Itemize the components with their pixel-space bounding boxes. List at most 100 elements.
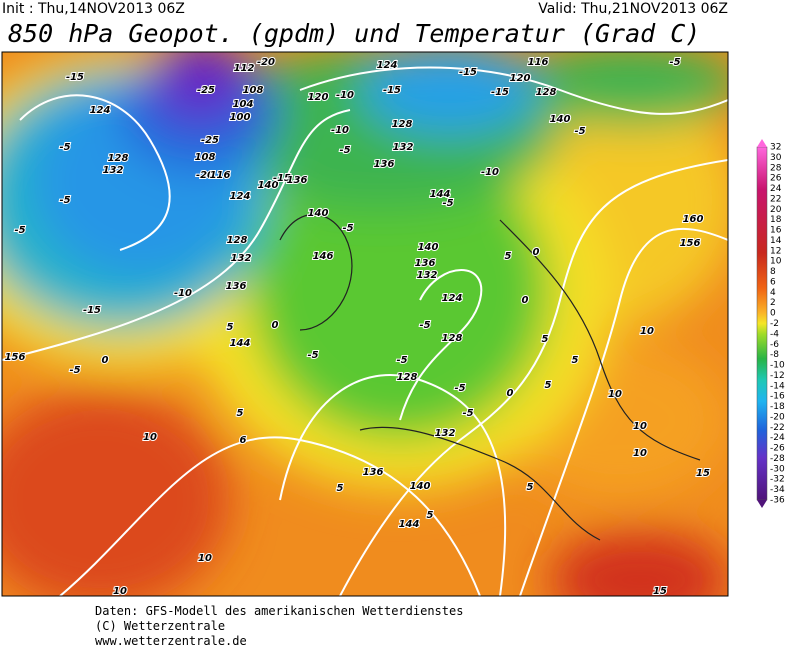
map-frame	[1, 51, 729, 597]
contour-label: 124	[90, 105, 111, 116]
contour-label: 128	[108, 153, 129, 164]
contour-label: -5	[396, 355, 407, 366]
colorbar-label: -2	[770, 319, 779, 329]
contour-label: 124	[230, 191, 251, 202]
contour-label: 132	[231, 253, 252, 264]
footer-line: (C) Wetterzentrale	[95, 619, 225, 633]
contour-lines	[2, 66, 728, 596]
contour-label: 140	[418, 242, 439, 253]
colorbar-label: 12	[770, 246, 781, 256]
contour-label: -15	[459, 67, 477, 78]
contour-label: 5	[237, 408, 244, 419]
contour-label: 10	[113, 586, 127, 597]
contour-label: 5	[527, 482, 534, 493]
colorbar-label: 24	[770, 184, 782, 194]
contour-label: 120	[510, 73, 531, 84]
contour-label: 132	[435, 428, 456, 439]
colorbar-label: 10	[770, 257, 782, 267]
contour-label: 0	[272, 320, 279, 331]
valid-time: Valid: Thu,21NOV2013 06Z	[538, 1, 728, 17]
contour-label: -5	[574, 126, 585, 137]
contour-label: -10	[331, 125, 349, 136]
colorbar-label: -12	[770, 371, 785, 381]
colorbar-label: -24	[770, 433, 785, 443]
contour-label: -5	[69, 365, 80, 376]
contour-label: 10	[633, 448, 647, 459]
contour-label: -10	[336, 90, 354, 101]
colorbar-bottom-arrow	[757, 500, 767, 508]
contour-label: 140	[550, 114, 571, 125]
contour-label: 128	[442, 333, 463, 344]
colorbar-label: 6	[770, 277, 776, 287]
colorbar-label: 32	[770, 143, 781, 153]
contour-label: 124	[442, 293, 463, 304]
contour-label: 144	[399, 519, 420, 530]
contour-label: 6	[240, 435, 247, 446]
colorbar-label: -18	[770, 402, 785, 412]
colorbar-label: -34	[770, 485, 785, 495]
colorbar-label: -28	[770, 454, 785, 464]
colorbar-label: 28	[770, 163, 782, 173]
contour-label: -5	[307, 350, 318, 361]
colorbar-label: 0	[770, 309, 776, 319]
contour-label: -5	[59, 142, 70, 153]
contour-label: 10	[633, 421, 647, 432]
colorbar-label: -32	[770, 475, 785, 485]
colorbar-label: -4	[770, 329, 779, 339]
init-time: Init : Thu,14NOV2013 06Z	[2, 1, 185, 17]
contour-label: 15	[696, 468, 710, 479]
contour-label: -15	[66, 72, 84, 83]
contour-label: -5	[419, 320, 430, 331]
contour-label: -5	[342, 223, 353, 234]
colorbar-label: 16	[770, 226, 782, 236]
contour-label: -10	[174, 288, 192, 299]
colorbar-label: 26	[770, 174, 782, 184]
contour-label: 0	[533, 247, 540, 258]
colorbar-label: -30	[770, 464, 785, 474]
contour-label: 5	[337, 483, 344, 494]
map-field: -15124-5128132-25112-20108104100-25108-2…	[2, 52, 728, 597]
coastlines	[279, 213, 701, 541]
contour-label: -5	[14, 225, 25, 236]
contour-label: 10	[640, 326, 654, 337]
map-title: 850 hPa Geopot. (gpdm) und Temperatur (G…	[8, 19, 700, 48]
contour-label: 10	[608, 389, 622, 400]
colorbar-label: -6	[770, 340, 779, 350]
contour-label: 160	[683, 214, 704, 225]
contour-label: 144	[430, 189, 451, 200]
colorbar-label: 4	[770, 288, 776, 298]
colorbar-label: 22	[770, 194, 781, 204]
contour-label: 132	[103, 165, 124, 176]
contour-label: 156	[5, 352, 26, 363]
contour-label: 132	[393, 142, 414, 153]
contour-label: 10	[143, 432, 157, 443]
colorbar-label: -14	[770, 381, 785, 391]
contour-label: 136	[363, 467, 384, 478]
colorbar-label: 8	[770, 267, 776, 277]
contour-label: 116	[210, 170, 231, 181]
contour-label: 5	[427, 510, 434, 521]
contour-label: 112	[234, 63, 255, 74]
contour-label: 108	[195, 152, 216, 163]
colorbar-label: -26	[770, 444, 785, 454]
contour-label: -5	[669, 57, 680, 68]
contour-label: 104	[233, 99, 254, 110]
colorbar-label: -22	[770, 423, 785, 433]
contour-label: 5	[227, 322, 234, 333]
colorbar-label: 30	[770, 153, 782, 163]
contour-label: -5	[59, 195, 70, 206]
contour-label: 136	[226, 281, 247, 292]
contour-label: 5	[545, 380, 552, 391]
contour-label: 10	[198, 553, 212, 564]
contour-label: 0	[102, 355, 109, 366]
contour-label: 108	[243, 85, 264, 96]
contour-label: -25	[197, 85, 215, 96]
contour-label: 128	[392, 119, 413, 130]
contour-label: 15	[653, 586, 667, 597]
contour-label: 128	[397, 372, 418, 383]
contour-label: 140	[410, 481, 431, 492]
contour-label: 156	[680, 238, 701, 249]
contour-label: 136	[415, 258, 436, 269]
contour-label: -5	[339, 145, 350, 156]
